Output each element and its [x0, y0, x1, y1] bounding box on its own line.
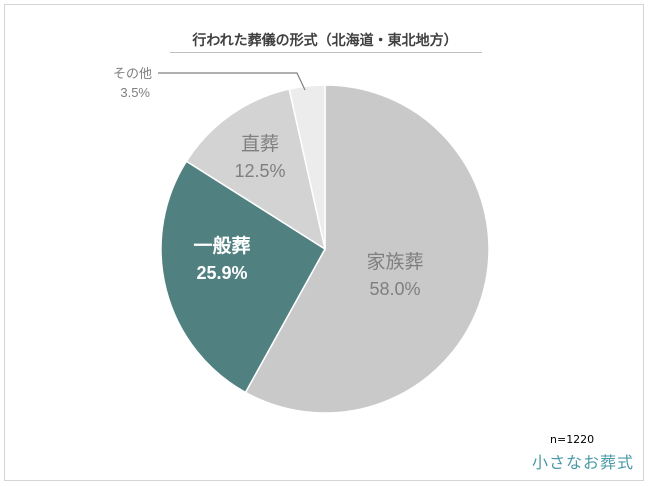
- brand-logo: 小さなお葬式: [532, 453, 635, 472]
- slice-value-label-3: 3.5%: [120, 85, 150, 100]
- slice-value-label-1: 25.9%: [196, 263, 247, 283]
- chart-title: 行われた葬儀の形式（北海道・東北地方）: [192, 33, 458, 49]
- slice-value-label-2: 12.5%: [234, 161, 285, 181]
- slice-value-label-0: 58.0%: [369, 279, 420, 299]
- title-underline: [170, 52, 482, 53]
- pie-slice-2: [185, 88, 327, 251]
- pie-slice-1: [160, 160, 326, 394]
- slice-label-0: 家族葬: [366, 251, 423, 273]
- slice-label-3: その他: [113, 67, 152, 82]
- slice-label-1: 一般葬: [193, 234, 250, 257]
- pie-slice-0: [244, 84, 490, 414]
- leader-line-3: [158, 72, 306, 91]
- sample-size-label: n=1220: [550, 433, 595, 446]
- pie-slice-3: [288, 84, 326, 250]
- slice-label-2: 直葬: [241, 133, 279, 155]
